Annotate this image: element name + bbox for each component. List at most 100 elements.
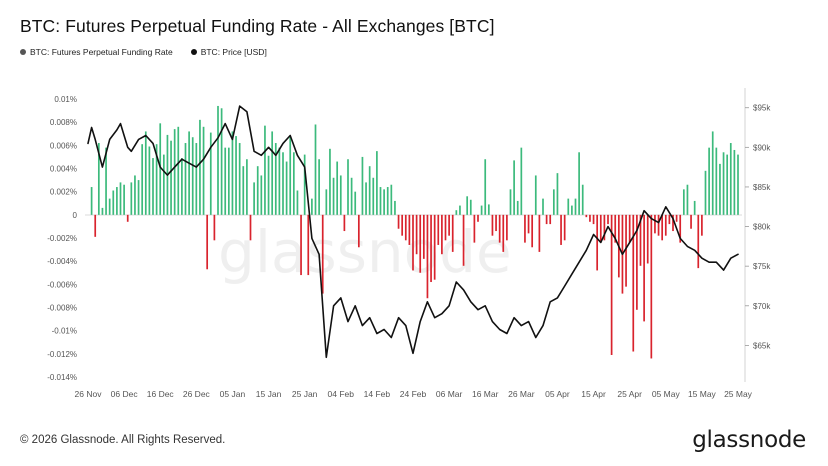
x-tick-label: 26 Dec [183, 389, 211, 399]
funding-bar-positive [202, 126, 205, 215]
funding-bar-positive [480, 205, 483, 215]
funding-bar-positive [311, 198, 313, 215]
funding-bar-negative [538, 214, 541, 252]
funding-bar-positive [224, 147, 227, 215]
funding-bar-positive [329, 148, 331, 215]
funding-bar-positive [134, 175, 136, 215]
funding-bar-positive [383, 189, 385, 215]
funding-bar-positive [155, 144, 158, 215]
left-tick-label: -0.008% [47, 304, 77, 313]
left-tick-label: 0 [73, 211, 78, 220]
x-tick-label: 16 Mar [472, 389, 499, 399]
legend-item-price[interactable]: BTC: Price [USD] [190, 47, 267, 57]
funding-bar-positive [296, 190, 299, 215]
funding-bar-positive [581, 184, 584, 215]
funding-bar-positive [722, 152, 725, 215]
funding-bar-positive [271, 131, 274, 215]
funding-bar-negative [422, 214, 425, 259]
funding-bar-positive [376, 151, 378, 215]
left-tick-label: -0.012% [47, 350, 77, 359]
funding-bar-negative [430, 214, 432, 283]
funding-bar-positive [303, 154, 306, 215]
funding-bar-negative [321, 214, 324, 294]
funding-bar-positive [542, 198, 544, 215]
funding-bar-positive [130, 182, 133, 215]
funding-bar-positive [509, 189, 512, 215]
funding-bar-negative [437, 214, 440, 245]
glassnode-logo[interactable]: glassnode [692, 427, 806, 453]
funding-bar-positive [719, 163, 721, 215]
right-axis-ticks: $95k $90k $85k $80k $75k $70k $65k [745, 104, 771, 350]
funding-bar-positive [260, 175, 263, 215]
right-tick-label: $95k [753, 104, 771, 113]
funding-bar-positive [733, 149, 736, 215]
funding-bar-positive [289, 136, 292, 215]
funding-bar-positive [292, 152, 295, 215]
funding-bar-positive [217, 105, 219, 215]
funding-bar-negative [560, 214, 562, 245]
funding-bar-negative [625, 214, 627, 287]
funding-bar-negative [412, 214, 414, 271]
funding-bar-positive [278, 147, 281, 215]
funding-rate-bars [90, 105, 739, 359]
funding-bar-negative [444, 214, 447, 241]
funding-bar-positive [105, 147, 107, 215]
funding-bar-negative [397, 214, 400, 229]
funding-bar-positive [336, 161, 339, 215]
funding-bar-negative [607, 214, 609, 225]
funding-bar-negative [404, 214, 407, 241]
funding-bar-negative [419, 214, 422, 273]
funding-bar-negative [701, 214, 703, 236]
left-axis-ticks: 0.01% 0.008% 0.006% 0.004% 0.002% 0 -0.002% -0.… [47, 95, 77, 382]
funding-bar-positive [170, 140, 172, 215]
funding-bar-positive [332, 177, 335, 215]
funding-bar-positive [209, 132, 212, 215]
price-line-group [87, 105, 739, 359]
left-tick-label: 0.004% [50, 165, 77, 174]
funding-bar-negative [462, 214, 465, 266]
funding-bar-positive [729, 143, 732, 215]
funding-bar-negative [206, 214, 209, 270]
funding-bar-positive [235, 136, 237, 215]
funding-bar-positive [513, 160, 515, 215]
legend-item-funding-rate[interactable]: BTC: Futures Perpetual Funding Rate [20, 47, 173, 57]
funding-bar-negative [639, 214, 642, 266]
funding-bar-negative [585, 214, 588, 218]
x-tick-label: 16 Dec [147, 389, 175, 399]
funding-bar-negative [596, 214, 599, 271]
x-tick-label: 26 Nov [75, 389, 103, 399]
x-tick-label: 25 May [724, 389, 753, 399]
funding-bar-negative [643, 214, 645, 322]
legend-label-funding-rate: BTC: Futures Perpetual Funding Rate [30, 47, 173, 57]
x-tick-label: 26 Mar [508, 389, 535, 399]
funding-bar-positive [253, 182, 255, 215]
funding-bar-positive [181, 158, 183, 215]
funding-bar-positive [715, 147, 718, 215]
funding-bar-positive [578, 152, 580, 215]
left-tick-label: 0.006% [50, 141, 77, 150]
funding-bar-positive [282, 152, 284, 215]
funding-bar-negative [94, 214, 97, 237]
funding-bar-negative [664, 214, 667, 236]
funding-bar-negative [506, 214, 508, 241]
funding-bar-positive [314, 124, 317, 215]
funding-bar-positive [386, 187, 389, 215]
funding-bar-negative [441, 214, 443, 255]
funding-bar-positive [686, 184, 689, 215]
funding-bar-negative [126, 214, 129, 222]
funding-bar-negative [408, 214, 411, 245]
left-tick-label: -0.002% [47, 234, 77, 243]
funding-bar-positive [552, 189, 555, 215]
funding-bar-positive [574, 198, 577, 215]
funding-bar-positive [264, 125, 266, 215]
right-tick-label: $85k [753, 183, 771, 192]
funding-bar-positive [242, 166, 245, 215]
funding-bar-negative [603, 214, 606, 241]
funding-bar-positive [354, 191, 357, 215]
funding-bar-negative [610, 214, 613, 355]
x-tick-label: 15 Jan [256, 389, 282, 399]
funding-bar-positive [469, 199, 472, 215]
funding-bar-negative [545, 214, 548, 225]
funding-bar-positive [459, 205, 461, 215]
